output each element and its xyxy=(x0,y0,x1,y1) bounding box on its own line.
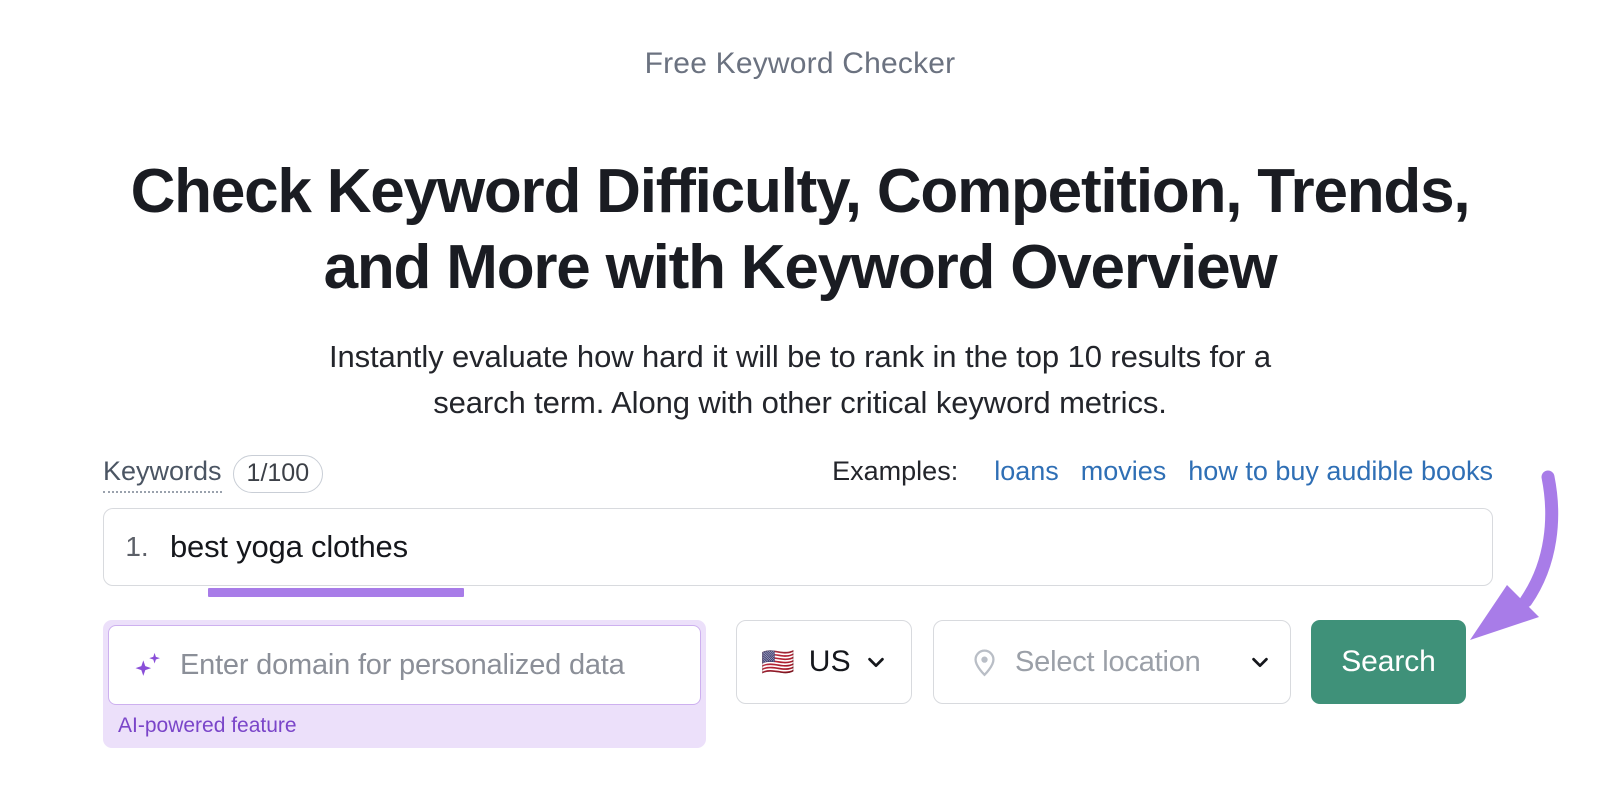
location-select-placeholder[interactable]: Select location xyxy=(1015,645,1201,678)
keywords-label-group: Keywords 1/100 xyxy=(103,454,324,493)
us-flag-icon: 🇺🇸 xyxy=(761,646,795,677)
country-select-value: US xyxy=(808,645,851,678)
keywords-label[interactable]: Keywords xyxy=(103,454,222,493)
domain-field[interactable]: Enter domain for personalized data xyxy=(108,625,701,705)
keyword-input-row[interactable]: 1. best yoga clothes xyxy=(103,508,1493,597)
keyword-row-index: 1. xyxy=(125,531,149,562)
form-label-row: Keywords 1/100 Examples: loans movies ho… xyxy=(103,452,1493,496)
page-title-line-1: Check Keyword Difficulty, Competition, T… xyxy=(130,156,1471,226)
keyword-search-form: Keywords 1/100 Examples: loans movies ho… xyxy=(103,452,1493,752)
example-link-audible-books[interactable]: how to buy audible books xyxy=(1188,456,1493,486)
page-subtitle-line-2: search term. Along with other critical k… xyxy=(433,385,1167,420)
chevron-down-icon xyxy=(868,657,884,668)
keywords-count-badge: 1/100 xyxy=(232,454,324,493)
page-title: Check Keyword Difficulty, Competition, T… xyxy=(40,154,1560,306)
example-link-loans[interactable]: loans xyxy=(994,456,1059,486)
chevron-down-icon xyxy=(1252,657,1268,668)
page-title-line-2: and More with Keyword Overview xyxy=(323,232,1278,302)
map-pin-icon xyxy=(974,649,995,676)
search-controls-row: Enter domain for personalized data AI-po… xyxy=(103,620,1493,752)
example-link-movies[interactable]: movies xyxy=(1080,456,1167,486)
domain-input-placeholder[interactable]: Enter domain for personalized data xyxy=(180,648,625,681)
examples-group: Examples: loans movies how to buy audibl… xyxy=(832,456,1493,487)
keyword-highlight-bar xyxy=(208,588,464,597)
page-eyebrow: Free Keyword Checker xyxy=(644,47,956,80)
page-subtitle: Instantly evaluate how hard it will be t… xyxy=(200,334,1400,426)
ai-powered-feature-note: AI-powered feature xyxy=(118,714,297,737)
sparkle-icon xyxy=(135,652,160,676)
examples-label: Examples: xyxy=(832,456,959,486)
keyword-input[interactable]: best yoga clothes xyxy=(170,529,408,564)
page-subtitle-line-1: Instantly evaluate how hard it will be t… xyxy=(328,339,1272,374)
country-select[interactable]: 🇺🇸 US xyxy=(736,620,912,704)
ai-domain-container: Enter domain for personalized data AI-po… xyxy=(103,620,706,748)
examples-links: loans movies how to buy audible books xyxy=(994,456,1493,487)
search-button[interactable]: Search xyxy=(1311,620,1466,704)
location-select[interactable]: Select location xyxy=(933,620,1291,704)
